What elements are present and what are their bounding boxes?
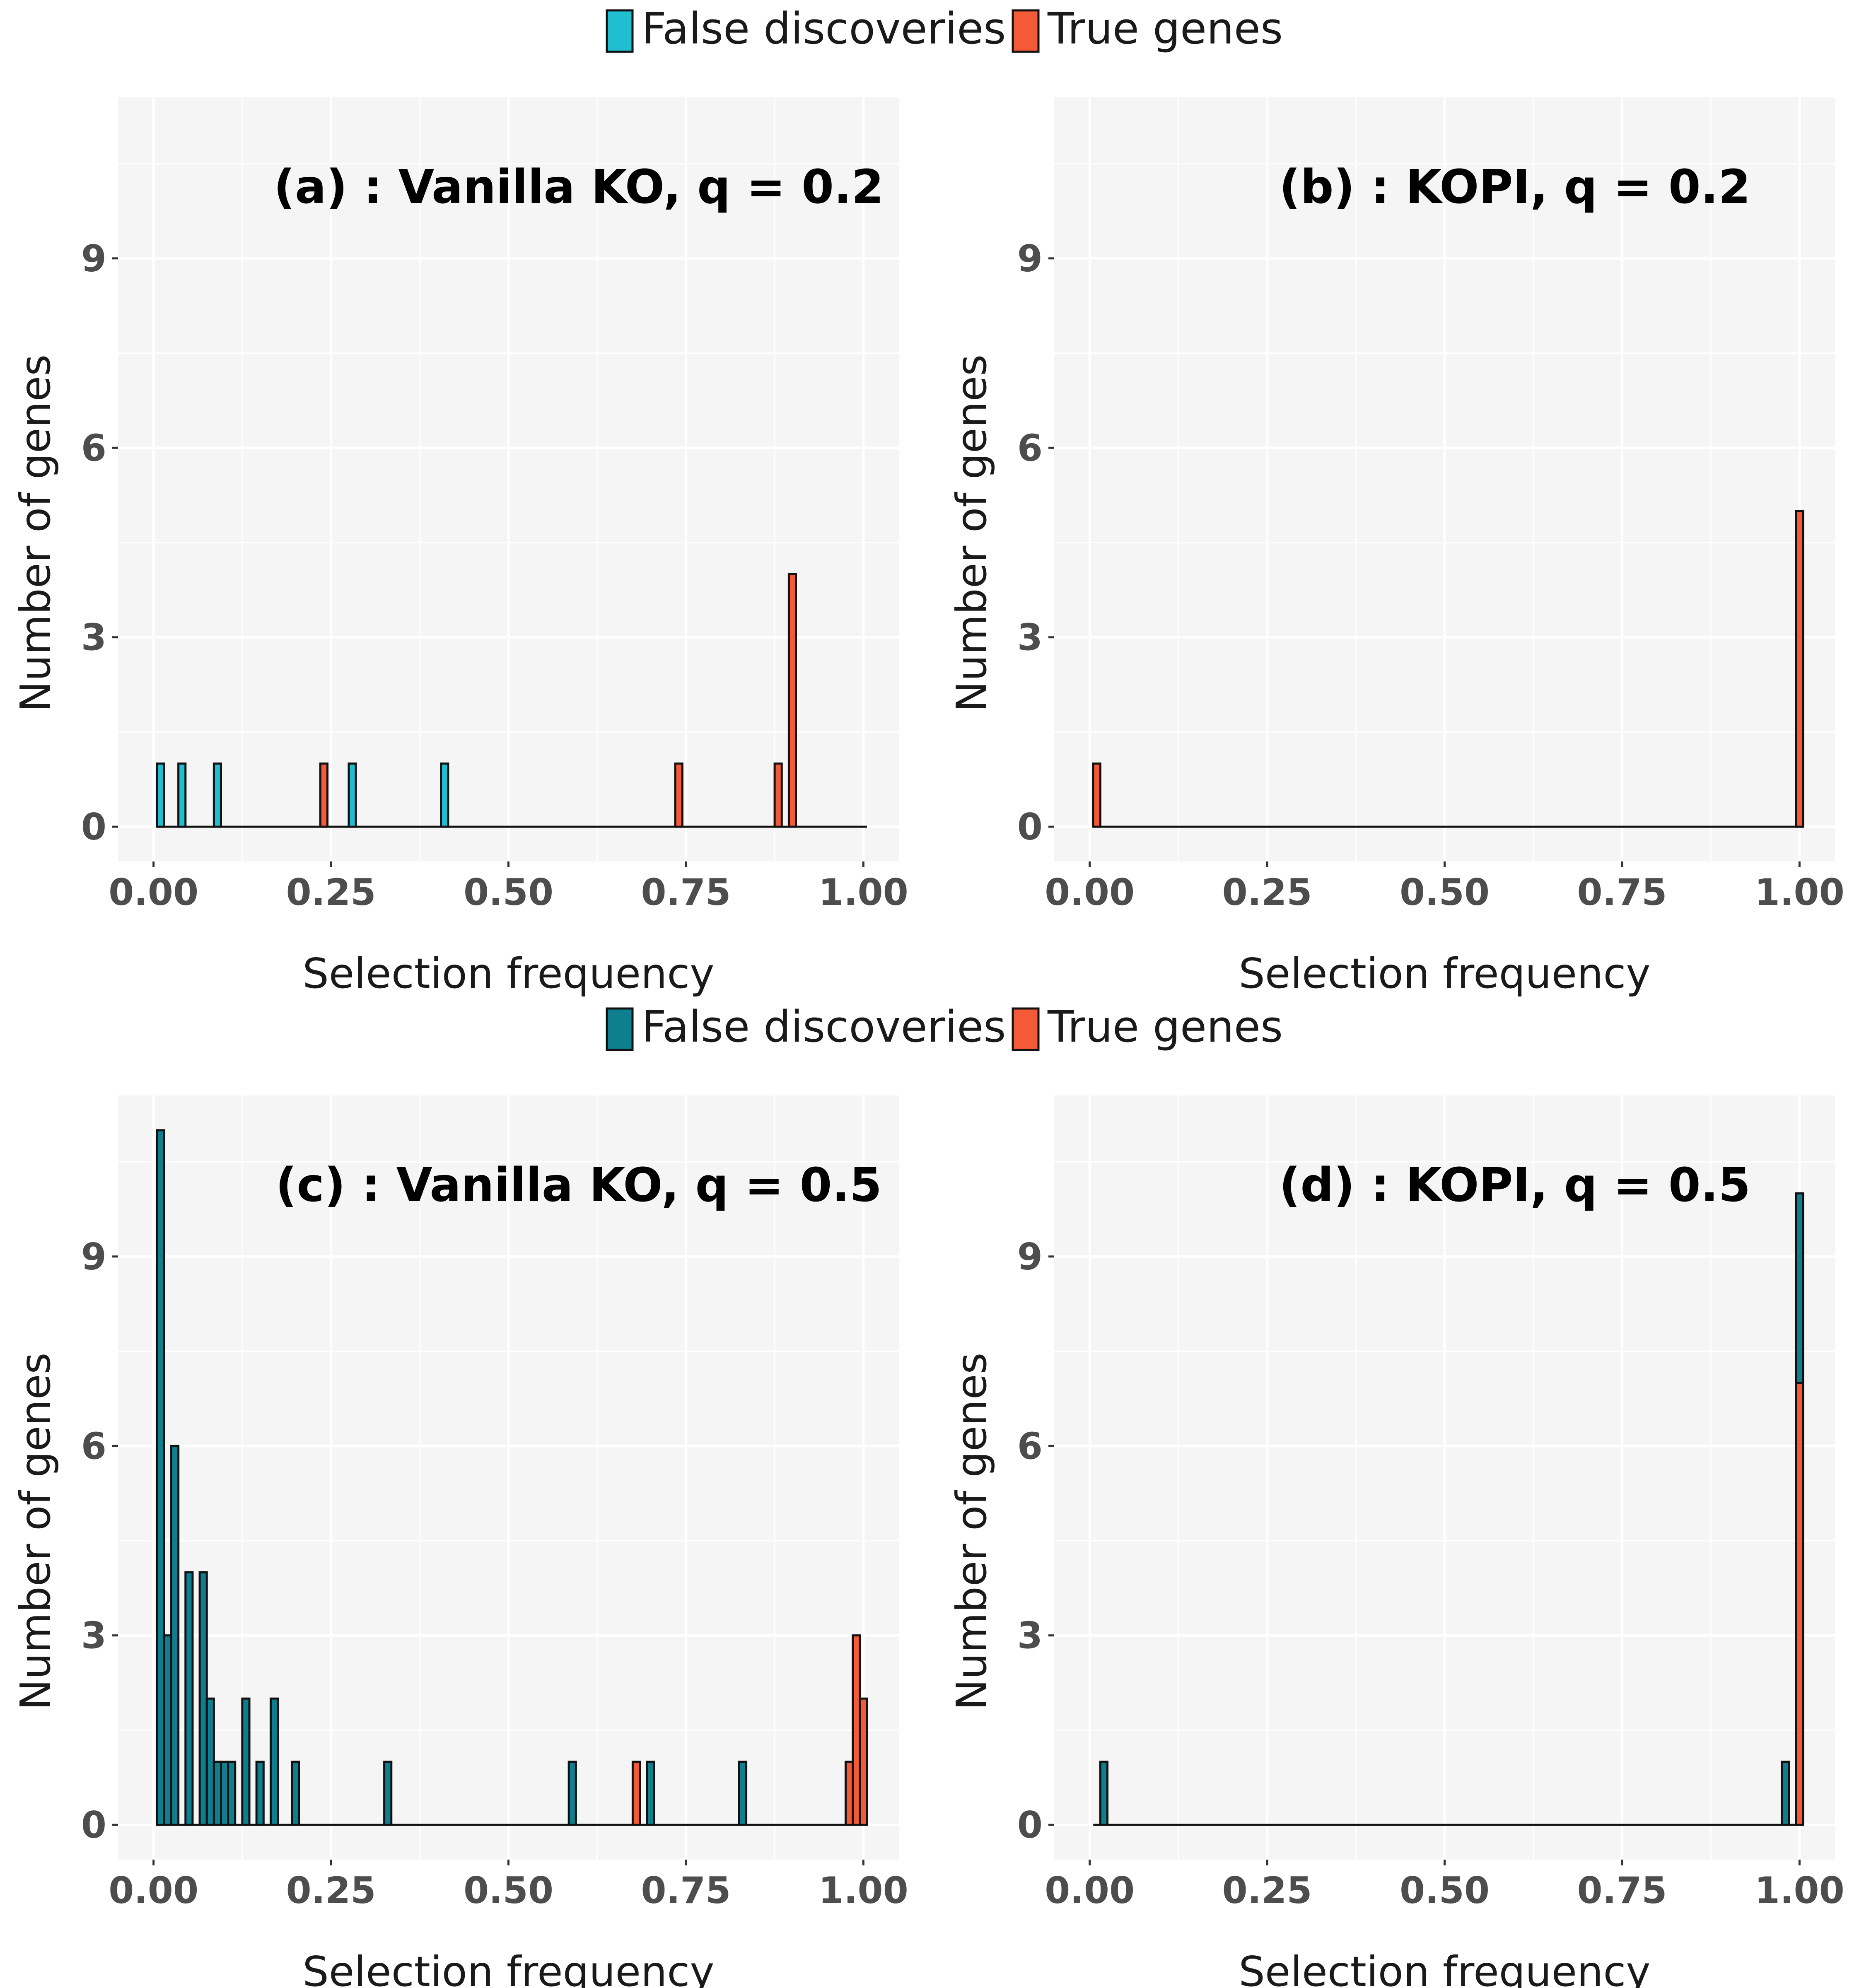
legend-label: True genes <box>1047 3 1283 54</box>
x-tick-label: 0.75 <box>641 1869 731 1912</box>
bar-false-discoveries <box>269 1697 279 1826</box>
bar-false-discoveries <box>1780 1761 1790 1826</box>
y-tick-label: 3 <box>81 616 106 659</box>
bar-true-genes <box>1795 1382 1804 1826</box>
x-axis-title: Selection frequency <box>302 949 714 998</box>
legend: False discoveries True genes <box>606 3 1283 54</box>
y-tick-label: 0 <box>1017 1804 1043 1846</box>
legend-label: False discoveries <box>642 3 1006 54</box>
y-axis-title: Number of genes <box>11 355 60 712</box>
panel-title: (b) : KOPI, q = 0.2 <box>1279 160 1751 214</box>
bar-false-discoveries <box>1795 1192 1804 1384</box>
y-tick-label: 3 <box>1017 1614 1043 1657</box>
panel-title: (a) : Vanilla KO, q = 0.2 <box>274 160 884 214</box>
bar-false-discoveries <box>156 1129 165 1826</box>
y-tick-label: 3 <box>1017 616 1043 659</box>
x-tick-label: 0.50 <box>1400 871 1490 914</box>
x-tick-label: 0.25 <box>1222 1869 1312 1912</box>
bar-true-genes <box>674 762 683 828</box>
bar-true-genes <box>852 1634 861 1826</box>
chart-panel: 0.00 0.25 0.50 0.75 1.00 0 3 6 9 (c) : Vanilla KO… <box>11 1095 908 1988</box>
bar-false-discoveries <box>348 762 357 828</box>
y-axis-title: Number of genes <box>11 1353 60 1711</box>
y-tick-label: 0 <box>1017 806 1043 848</box>
bar-false-discoveries <box>1099 1761 1109 1826</box>
bar-true-genes <box>1092 762 1101 828</box>
y-axis-title: Number of genes <box>947 355 996 712</box>
y-axis-title: Number of genes <box>947 1353 996 1711</box>
bar-false-discoveries <box>156 762 165 828</box>
x-axis-title: Selection frequency <box>302 1947 714 1988</box>
x-tick-label: 0.25 <box>286 1869 376 1912</box>
bar-false-discoveries <box>177 762 187 828</box>
y-tick-label: 9 <box>81 237 106 280</box>
x-tick-label: 1.00 <box>1755 871 1845 914</box>
x-tick-label: 0.75 <box>1577 1869 1667 1912</box>
bar-false-discoveries <box>567 1761 577 1826</box>
y-tick-label: 9 <box>1017 237 1043 280</box>
legend-label: False discoveries <box>642 1001 1006 1052</box>
x-tick-label: 0.00 <box>109 871 198 914</box>
bar-false-discoveries <box>220 1761 229 1826</box>
x-tick-label: 0.75 <box>1577 871 1667 914</box>
legend-key <box>606 1007 634 1051</box>
x-tick-label: 0.00 <box>109 1869 198 1912</box>
bar-false-discoveries <box>184 1571 194 1826</box>
x-tick-label: 1.00 <box>819 871 908 914</box>
x-tick-label: 0.50 <box>1400 1869 1490 1912</box>
bar-true-genes <box>631 1761 641 1826</box>
y-tick-label: 6 <box>81 427 106 469</box>
x-tick-label: 0.25 <box>286 871 376 914</box>
legend-key <box>1012 9 1040 53</box>
bar-true-genes <box>1795 510 1804 828</box>
bar-true-genes <box>787 573 797 828</box>
y-tick-label: 6 <box>81 1425 106 1467</box>
bar-false-discoveries <box>646 1761 655 1826</box>
bar-false-discoveries <box>227 1761 237 1826</box>
bar-false-discoveries <box>212 1761 222 1826</box>
panel-title: (c) : Vanilla KO, q = 0.5 <box>275 1158 882 1212</box>
bar-true-genes <box>859 1697 868 1826</box>
bar-false-discoveries <box>291 1761 300 1826</box>
y-tick-label: 9 <box>81 1235 106 1278</box>
bar-false-discoveries <box>170 1445 180 1826</box>
x-axis-title: Selection frequency <box>1239 949 1650 998</box>
bar-true-genes <box>844 1761 854 1826</box>
chart-panel: 0.00 0.25 0.50 0.75 1.00 0 3 6 9 (d) : KOPI, q = … <box>947 1095 1845 1988</box>
bar-false-discoveries <box>738 1761 748 1826</box>
legend-key <box>1012 1007 1040 1051</box>
bar-false-discoveries <box>198 1571 208 1826</box>
y-tick-label: 0 <box>81 1804 106 1846</box>
y-tick-label: 0 <box>81 806 106 848</box>
x-tick-label: 1.00 <box>819 1869 908 1912</box>
x-tick-label: 0.00 <box>1045 871 1135 914</box>
bar-false-discoveries <box>205 1697 215 1826</box>
legend-label: True genes <box>1047 1001 1283 1052</box>
bar-false-discoveries <box>241 1697 251 1826</box>
bar-false-discoveries <box>163 1634 173 1826</box>
x-tick-label: 0.00 <box>1045 1869 1135 1912</box>
panel-title: (d) : KOPI, q = 0.5 <box>1279 1158 1751 1212</box>
y-tick-label: 6 <box>1017 1425 1043 1467</box>
y-tick-label: 6 <box>1017 427 1043 469</box>
chart-panel: 0.00 0.25 0.50 0.75 1.00 0 3 6 9 (b) : KOPI, q = … <box>947 97 1845 998</box>
bar-true-genes <box>773 762 783 828</box>
y-tick-label: 3 <box>81 1614 106 1657</box>
chart-panel: 0.00 0.25 0.50 0.75 1.00 0 3 6 9 (a) : Vanilla KO… <box>11 97 908 998</box>
legend: False discoveries True genes <box>606 1001 1283 1052</box>
x-tick-label: 1.00 <box>1755 1869 1845 1912</box>
bar-false-discoveries <box>212 762 222 828</box>
x-tick-label: 0.75 <box>641 871 731 914</box>
bar-false-discoveries <box>440 762 449 828</box>
bar-true-genes <box>319 762 329 828</box>
x-axis-title: Selection frequency <box>1239 1947 1650 1988</box>
bar-false-discoveries <box>383 1761 393 1826</box>
x-tick-label: 0.50 <box>464 871 553 914</box>
bar-false-discoveries <box>255 1761 265 1826</box>
legend-key <box>606 9 634 53</box>
x-tick-label: 0.50 <box>464 1869 553 1912</box>
y-tick-label: 9 <box>1017 1235 1043 1278</box>
x-tick-label: 0.25 <box>1222 871 1312 914</box>
